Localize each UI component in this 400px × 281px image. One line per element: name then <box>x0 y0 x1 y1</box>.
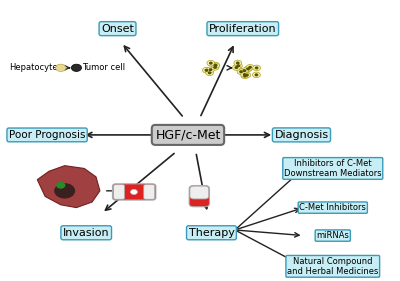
Circle shape <box>208 72 211 74</box>
Circle shape <box>256 67 258 69</box>
Text: Proliferation: Proliferation <box>209 24 276 34</box>
Text: C-Met Inhibitors: C-Met Inhibitors <box>299 203 366 212</box>
Circle shape <box>244 74 246 75</box>
Circle shape <box>255 74 258 76</box>
Circle shape <box>240 71 242 72</box>
FancyBboxPatch shape <box>190 186 209 199</box>
Text: miRNAs: miRNAs <box>316 231 349 240</box>
Circle shape <box>237 65 240 67</box>
Circle shape <box>244 75 246 77</box>
Circle shape <box>232 65 240 70</box>
Circle shape <box>234 63 242 69</box>
FancyBboxPatch shape <box>144 185 155 199</box>
Circle shape <box>206 70 214 76</box>
Circle shape <box>130 189 138 194</box>
Circle shape <box>211 65 219 70</box>
Text: Therapy: Therapy <box>188 228 234 238</box>
Circle shape <box>252 72 260 78</box>
Circle shape <box>246 65 254 70</box>
Circle shape <box>241 73 249 79</box>
Circle shape <box>214 64 217 66</box>
Circle shape <box>249 67 251 68</box>
Circle shape <box>244 66 252 72</box>
Circle shape <box>209 69 212 71</box>
Circle shape <box>207 60 215 66</box>
Circle shape <box>214 65 217 66</box>
Circle shape <box>210 62 212 64</box>
Text: Hepatocyte: Hepatocyte <box>9 63 58 72</box>
Circle shape <box>243 70 246 71</box>
Circle shape <box>214 67 216 68</box>
Circle shape <box>246 74 248 76</box>
Text: Invasion: Invasion <box>63 228 110 238</box>
Circle shape <box>237 69 245 74</box>
Circle shape <box>202 67 210 73</box>
Circle shape <box>235 67 238 68</box>
Text: Inhibitors of C-Met
Downstream Mediators: Inhibitors of C-Met Downstream Mediators <box>284 159 382 178</box>
Circle shape <box>234 60 242 66</box>
Polygon shape <box>37 166 100 208</box>
Circle shape <box>205 69 208 71</box>
Circle shape <box>55 184 74 198</box>
Circle shape <box>212 63 220 68</box>
Text: Poor Prognosis: Poor Prognosis <box>9 130 85 140</box>
Text: Tumor cell: Tumor cell <box>82 63 125 72</box>
Circle shape <box>237 62 239 64</box>
Text: Onset: Onset <box>101 24 134 34</box>
Circle shape <box>253 65 260 71</box>
Circle shape <box>56 64 66 71</box>
FancyBboxPatch shape <box>112 184 156 200</box>
Circle shape <box>206 67 214 72</box>
Circle shape <box>241 72 248 77</box>
FancyBboxPatch shape <box>114 185 124 199</box>
Circle shape <box>240 68 248 73</box>
Circle shape <box>243 72 251 78</box>
Text: Natural Compound
and Herbal Medicines: Natural Compound and Herbal Medicines <box>287 257 378 276</box>
Circle shape <box>247 68 249 70</box>
Circle shape <box>57 182 65 188</box>
Circle shape <box>212 62 220 68</box>
Text: Diagnosis: Diagnosis <box>274 130 328 140</box>
FancyBboxPatch shape <box>189 185 210 207</box>
Circle shape <box>71 64 82 71</box>
Text: HGF/c-Met: HGF/c-Met <box>155 128 221 141</box>
